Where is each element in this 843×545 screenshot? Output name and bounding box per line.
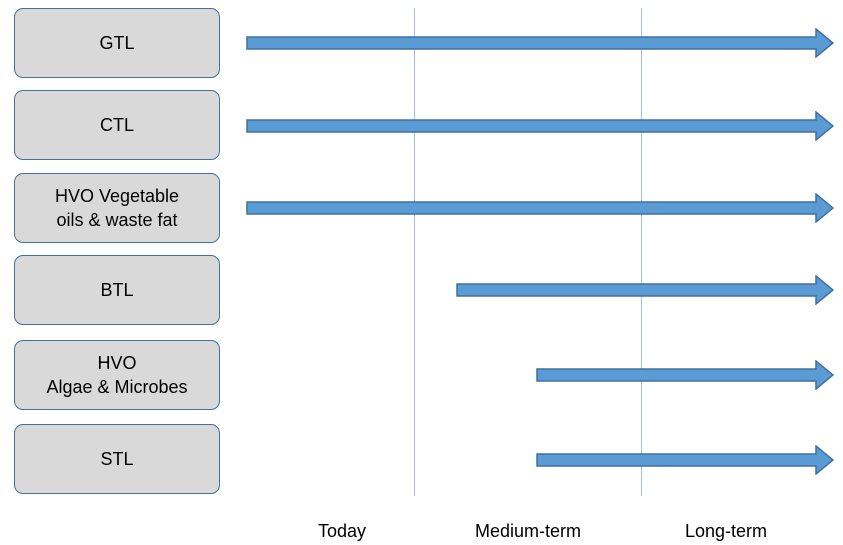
arrow-hvo-vegetable-icon [246, 193, 834, 223]
row-label-hvo-vegetable: HVO Vegetable oils & waste fat [14, 173, 220, 243]
period-label-medium-term: Medium-term [475, 521, 582, 541]
row-label-gtl: GTL [14, 8, 220, 78]
divider-today-medium [414, 8, 415, 496]
arrow-btl-icon [456, 275, 834, 305]
row-label-hvo-algae: HVO Algae & Microbes [14, 340, 220, 410]
row-label-btl: BTL [14, 255, 220, 325]
row-label-ctl: CTL [14, 90, 220, 160]
arrow-gtl-icon [246, 28, 834, 58]
arrow-stl-icon [536, 445, 834, 475]
row-label-stl: STL [14, 424, 220, 494]
arrow-hvo-algae-icon [536, 360, 834, 390]
divider-medium-long [641, 8, 642, 496]
arrow-ctl-icon [246, 111, 834, 141]
period-label-today: Today [318, 521, 367, 541]
period-label-long-term: Long-term [685, 521, 768, 541]
